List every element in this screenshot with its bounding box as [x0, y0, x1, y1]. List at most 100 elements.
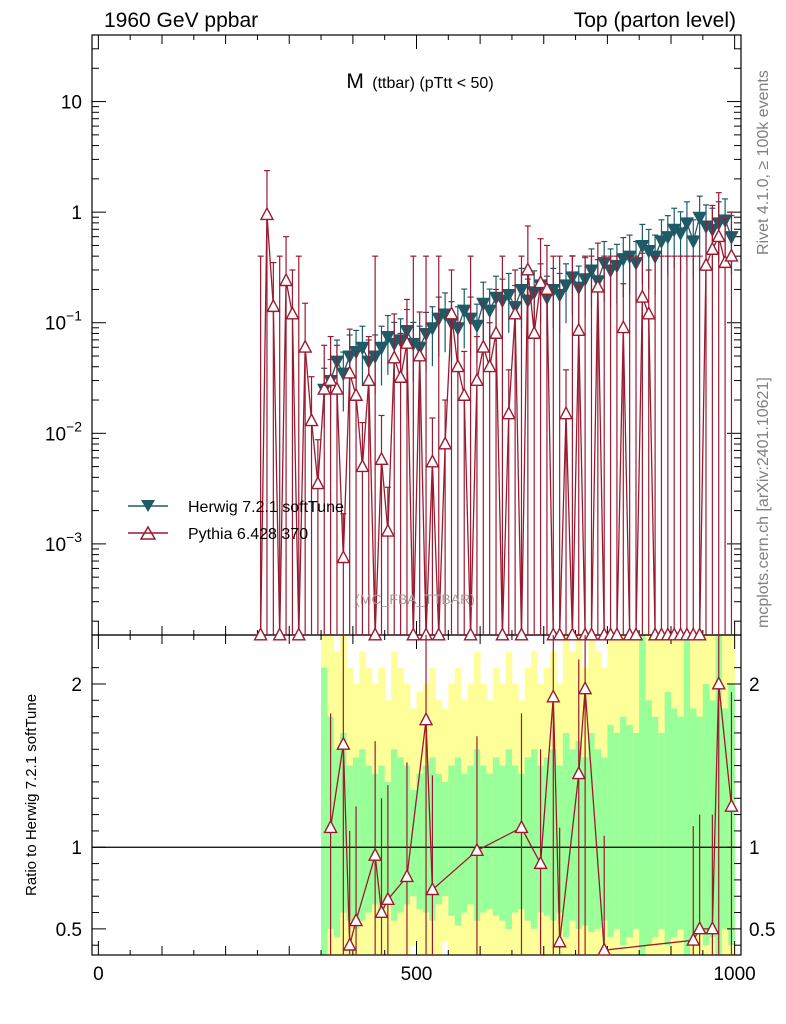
pythia-point: [317, 381, 332, 395]
y-tick-label-base: 1: [71, 203, 82, 224]
pythia-point: [590, 279, 605, 293]
herwig-point: [355, 341, 370, 356]
x-tick-label: 1000: [713, 964, 755, 985]
pythia-point: [323, 372, 338, 387]
herwig-point: [425, 322, 440, 336]
pythia-point: [297, 339, 313, 353]
band-green: [645, 700, 653, 946]
band-green: [492, 757, 500, 916]
pythia-point: [266, 298, 281, 313]
pythia-point: [399, 335, 415, 349]
band-green: [651, 716, 659, 938]
pythia-point: [584, 626, 599, 641]
legend-label-herwig: Herwig 7.2.1 softTune: [188, 499, 344, 516]
band-green: [505, 749, 513, 929]
ratio-panel-frame: 0 500 1000 0.5 0.5 1 1 2 2: [56, 634, 775, 985]
pythia-point: [310, 475, 326, 490]
pythia-point: [724, 248, 739, 262]
ratio-point: [323, 819, 338, 834]
ratio-point: [711, 675, 726, 690]
band-green: [410, 790, 417, 897]
x-tick-label: 0: [93, 964, 104, 985]
pythia-point: [450, 358, 466, 373]
pythia-point: [539, 281, 555, 295]
legend: Herwig 7.2.1 softTune Pythia 6.428 370: [128, 499, 344, 543]
band-green: [690, 708, 697, 938]
y-tick-label: 10: [61, 93, 82, 114]
band-green: [391, 749, 398, 921]
pythia-point: [329, 381, 345, 395]
ratio-point: [705, 920, 720, 935]
ratio-point: [571, 765, 586, 780]
ratio-point: [399, 868, 415, 883]
ratio-point: [692, 920, 707, 935]
pythia-point: [406, 626, 421, 641]
band-green: [441, 781, 449, 897]
watermark: (MC_FBA_TTBAR): [355, 591, 475, 607]
x-tick-label: 500: [401, 964, 433, 985]
pythia-series: [253, 170, 739, 641]
y-tick-label: 1: [71, 203, 82, 224]
pythia-point: [533, 274, 548, 289]
band-green: [677, 716, 685, 929]
band-green: [480, 765, 487, 913]
band-green: [632, 732, 640, 929]
band-green: [511, 765, 519, 913]
band-green: [607, 724, 615, 938]
herwig-point: [558, 279, 574, 293]
pythia-point: [437, 435, 453, 450]
pythia-point: [641, 305, 656, 320]
band-green: [658, 732, 665, 929]
ratio-point: [546, 688, 561, 703]
pythia-point: [342, 365, 357, 379]
pythia-point: [387, 349, 402, 364]
band-green: [461, 773, 468, 913]
herwig-point: [660, 231, 675, 245]
pythia-point: [616, 319, 631, 334]
plot-title: M (ttbar) (pTtt < 50): [346, 70, 493, 93]
ratio-point: [577, 680, 593, 695]
band-green: [671, 708, 678, 938]
ratio-point: [724, 798, 739, 812]
legend-entry-pythia: Pythia 6.428 370: [128, 525, 308, 543]
band-green: [569, 749, 576, 921]
herwig-point: [380, 331, 396, 345]
band-green: [435, 773, 443, 905]
band-green: [359, 749, 366, 921]
band-green: [467, 765, 475, 905]
ratio-point: [597, 941, 612, 956]
band-green: [531, 749, 538, 929]
pythia-point: [393, 369, 408, 383]
band-green: [683, 635, 691, 955]
series-layer: [253, 170, 739, 956]
herwig-point: [501, 289, 516, 303]
pythia-point: [336, 549, 351, 564]
pythia-point: [482, 358, 497, 373]
ratio-point: [418, 711, 434, 726]
herwig-point: [374, 341, 389, 356]
herwig-point: [457, 304, 472, 319]
ratio-point: [348, 912, 364, 927]
y-tick-label-base: 10: [45, 314, 66, 335]
left-title: 1960 GeV ppbar: [104, 9, 258, 32]
pythia-point: [488, 325, 504, 339]
legend-label-pythia: Pythia 6.428 370: [188, 526, 308, 543]
y-tick-label-base: 10: [45, 424, 66, 445]
band-green: [448, 765, 455, 916]
y-tick-label-base: 10: [45, 535, 66, 556]
pythia-point: [635, 289, 650, 303]
ratio-point: [552, 933, 567, 948]
uncertainty-bands: [321, 635, 735, 955]
band-green: [499, 765, 506, 921]
herwig-point: [686, 235, 701, 249]
pythia-point: [348, 387, 364, 401]
herwig-point: [654, 235, 669, 249]
pythia-point: [501, 405, 516, 420]
pythia-point: [380, 523, 396, 537]
pythia-point: [565, 626, 580, 641]
band-green: [333, 749, 341, 938]
pythia-point: [609, 626, 625, 641]
pythia-point: [514, 626, 529, 641]
pythia-point: [552, 626, 567, 641]
